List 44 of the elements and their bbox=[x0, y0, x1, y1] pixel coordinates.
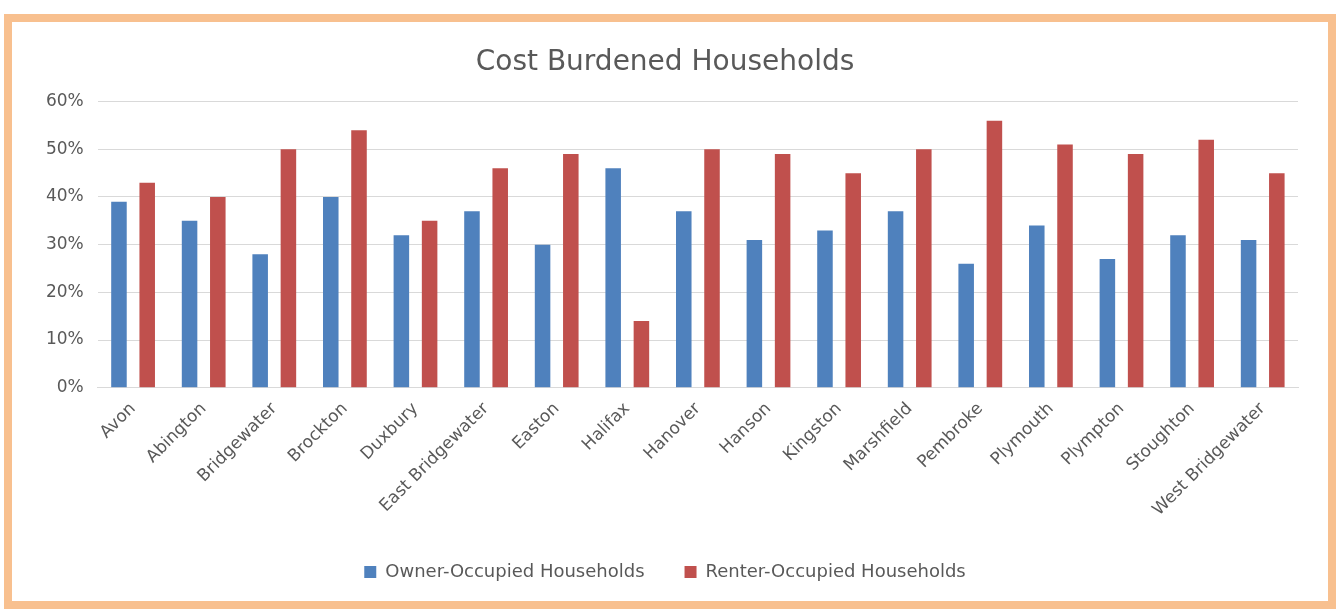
bar bbox=[605, 168, 621, 388]
y-tick-label: 30% bbox=[45, 233, 84, 254]
bar bbox=[676, 211, 692, 388]
bar bbox=[210, 196, 226, 388]
bar bbox=[774, 154, 791, 388]
bar bbox=[916, 149, 932, 388]
legend-label: Owner-Occupied Households bbox=[385, 559, 645, 581]
bar bbox=[704, 149, 720, 388]
bar bbox=[323, 196, 339, 388]
bar bbox=[1099, 258, 1116, 388]
bar bbox=[252, 254, 268, 388]
y-tick-label: 40% bbox=[45, 185, 84, 206]
bar bbox=[1198, 139, 1214, 388]
bar bbox=[351, 130, 367, 388]
bar bbox=[393, 235, 410, 388]
bar bbox=[111, 201, 127, 388]
bar bbox=[139, 182, 155, 388]
bar bbox=[534, 244, 551, 388]
legend-label: Renter-Occupied Households bbox=[705, 559, 966, 581]
bar bbox=[633, 321, 650, 388]
y-tick-label: 50% bbox=[45, 137, 84, 158]
bar bbox=[421, 220, 438, 388]
bar bbox=[464, 211, 480, 388]
bar bbox=[563, 154, 579, 388]
bar bbox=[746, 239, 763, 388]
bar bbox=[817, 230, 833, 388]
bar bbox=[181, 220, 198, 388]
bar bbox=[845, 173, 861, 388]
bar bbox=[887, 211, 904, 388]
y-tick-label: 20% bbox=[45, 280, 84, 301]
bar bbox=[280, 149, 297, 388]
bar bbox=[986, 120, 1003, 388]
bar bbox=[1057, 144, 1073, 388]
y-tick-label: 0% bbox=[56, 376, 84, 397]
bar bbox=[958, 263, 974, 388]
chart-title: Cost Burdened Households bbox=[475, 44, 855, 78]
y-tick-label: 10% bbox=[45, 328, 84, 349]
bar bbox=[1029, 225, 1045, 388]
bar bbox=[1240, 239, 1257, 388]
bar bbox=[1269, 173, 1285, 388]
bar bbox=[492, 168, 508, 388]
bar bbox=[1170, 235, 1186, 388]
y-tick-label: 60% bbox=[45, 90, 84, 111]
bar bbox=[1127, 154, 1144, 388]
